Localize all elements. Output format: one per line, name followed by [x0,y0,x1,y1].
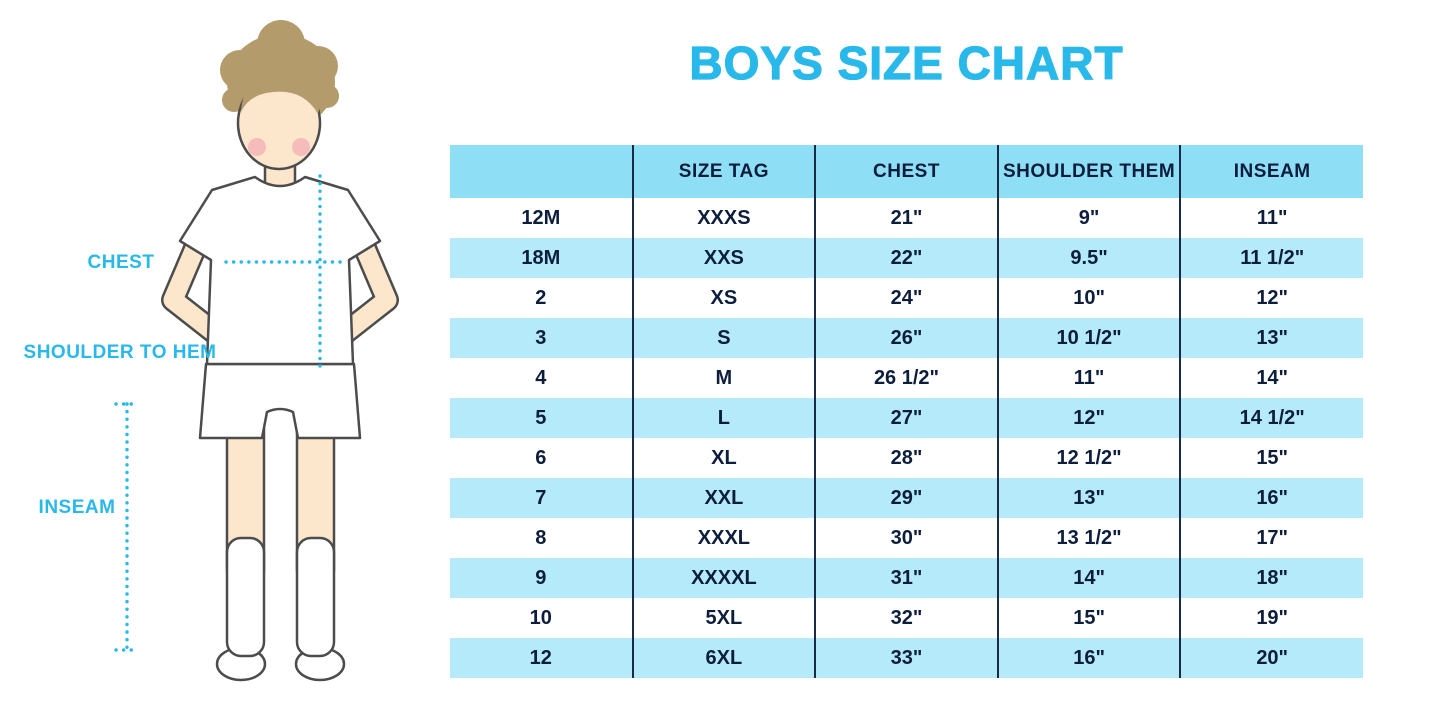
table-cell: 11" [996,358,1181,398]
page-title: BOYS SIZE CHART [689,37,1124,89]
table-row: 18M XXS 22" 9.5" 11 1/2" [450,238,1363,278]
column-header [450,145,633,198]
table-cell: L [631,398,816,438]
boy-socks [225,536,336,658]
table-cell: 24" [814,278,998,318]
table-cell: 2 [450,278,633,318]
table-cell: XXXL [631,518,816,558]
size-table-header-row: SIZE TAG CHEST SHOULDER THEM INSEAM [450,145,1363,198]
table-row: 3 S 26" 10 1/2" 13" [450,318,1363,358]
table-cell: 14" [1179,358,1363,398]
column-header: SIZE TAG [631,145,816,198]
table-cell: 3 [450,318,633,358]
table-cell: 16" [1179,478,1363,518]
table-cell: 15" [996,598,1181,638]
table-cell: 13" [1179,318,1363,358]
table-cell: M [631,358,816,398]
table-cell: 7 [450,478,633,518]
table-cell: 10 [450,598,633,638]
table-row: 12 6XL 33" 16" 20" [450,638,1363,678]
column-header: SHOULDER THEM [996,145,1181,198]
table-cell: 13 1/2" [996,518,1181,558]
boy-shirt [178,175,382,366]
table-cell: 18M [450,238,633,278]
table-cell: 27" [814,398,998,438]
boy-blush-right [292,138,310,156]
table-cell: 18" [1179,558,1363,598]
table-cell: 11" [1179,198,1363,238]
table-row: 5 L 27" 12" 14 1/2" [450,398,1363,438]
table-row: 8 XXXL 30" 13 1/2" 17" [450,518,1363,558]
table-cell: 12 [450,638,633,678]
table-cell: 33" [814,638,998,678]
boy-hair-fringe [241,70,320,114]
table-cell: 16" [996,638,1181,678]
boy-arms [161,234,399,352]
table-cell: XL [631,438,816,478]
table-cell: 30" [814,518,998,558]
table-row: 9 XXXXL 31" 14" 18" [450,558,1363,598]
table-cell: 6 [450,438,633,478]
table-row: 7 XXL 29" 13" 16" [450,478,1363,518]
size-table-body: 12M XXXS 21" 9" 11" 18M XXS 22" 9.5" 11 1/2" 2 XS 24… [450,198,1363,678]
table-cell: 10 1/2" [996,318,1181,358]
table-cell: 20" [1179,638,1363,678]
table-row: 10 5XL 32" 15" 19" [450,598,1363,638]
table-cell: 9" [996,198,1181,238]
table-cell: 28" [814,438,998,478]
table-cell: 9.5" [996,238,1181,278]
table-cell: XXXXL [631,558,816,598]
column-header: INSEAM [1179,145,1363,198]
table-cell: 19" [1179,598,1363,638]
table-cell: 22" [814,238,998,278]
measurement-figure: CHEST SHOULDER TO HEM INSEAM [0,0,450,723]
table-cell: 26" [814,318,998,358]
table-cell: 15" [1179,438,1363,478]
table-cell: 5 [450,398,633,438]
table-cell: 11 1/2" [1179,238,1363,278]
table-cell: 26 1/2" [814,358,998,398]
table-cell: 12 1/2" [996,438,1181,478]
chest-label: CHEST [88,252,155,273]
table-cell: 31" [814,558,998,598]
table-cell: 32" [814,598,998,638]
table-cell: 4 [450,358,633,398]
table-cell: XXL [631,478,816,518]
size-table-grid: SIZE TAG CHEST SHOULDER THEM INSEAM 12M XXXS… [450,145,1363,678]
table-cell: XS [631,278,816,318]
table-row: 2 XS 24" 10" 12" [450,278,1363,318]
table-row: 6 XL 28" 12 1/2" 15" [450,438,1363,478]
column-header: CHEST [814,145,998,198]
table-cell: 5XL [631,598,816,638]
table-row: 12M XXXS 21" 9" 11" [450,198,1363,238]
table-cell: 14 1/2" [1179,398,1363,438]
table-cell: 6XL [631,638,816,678]
boy-shorts [198,362,362,440]
table-cell: XXS [631,238,816,278]
table-cell: 12M [450,198,633,238]
table-cell: 12" [996,398,1181,438]
boy-illustration: CHEST SHOULDER TO HEM INSEAM [24,20,399,682]
table-cell: 29" [814,478,998,518]
table-cell: 12" [1179,278,1363,318]
table-cell: 8 [450,518,633,558]
table-cell: 21" [814,198,998,238]
table-cell: S [631,318,816,358]
table-cell: 9 [450,558,633,598]
inseam-label: INSEAM [39,497,116,518]
size-table: SIZE TAG CHEST SHOULDER THEM INSEAM 12M XXXS… [450,145,1363,678]
boy-blush-left [248,138,266,156]
table-row: 4 M 26 1/2" 11" 14" [450,358,1363,398]
boy-face [236,75,322,171]
table-cell: 17" [1179,518,1363,558]
table-cell: 14" [996,558,1181,598]
table-cell: XXXS [631,198,816,238]
table-cell: 10" [996,278,1181,318]
table-cell: 13" [996,478,1181,518]
shoulder-to-hem-label: SHOULDER TO HEM [24,342,217,363]
